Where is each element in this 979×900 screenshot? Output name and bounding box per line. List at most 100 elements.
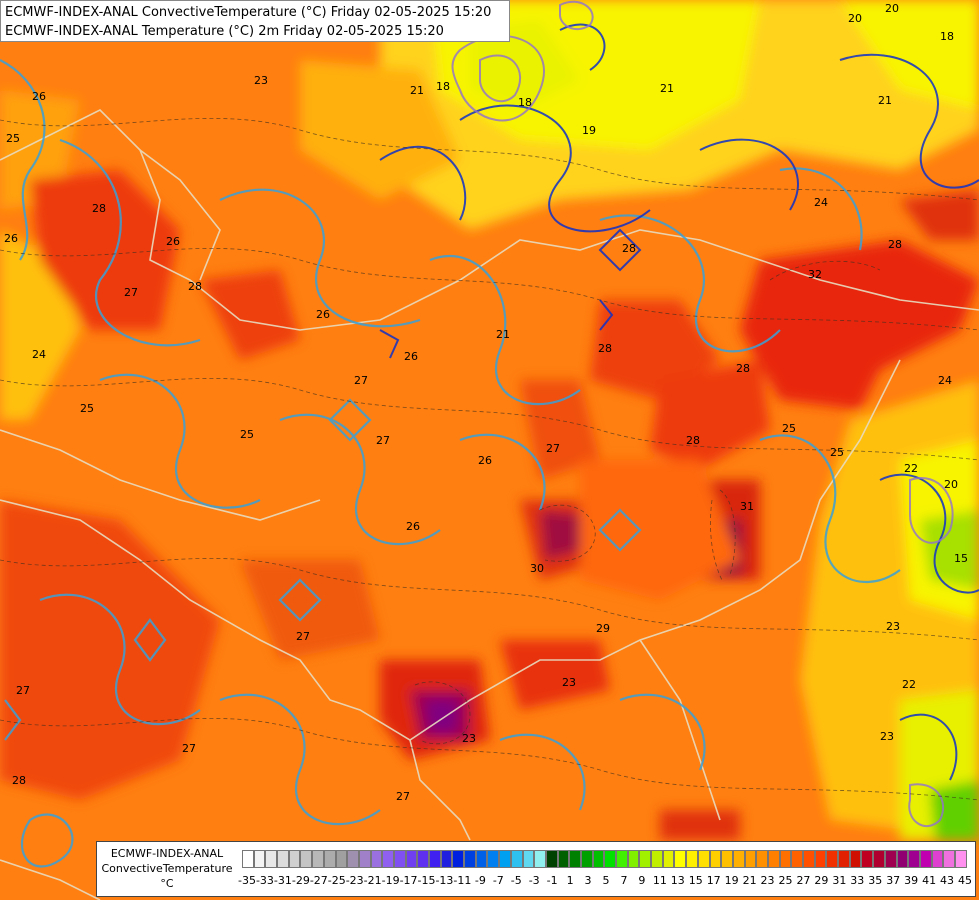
- legend-swatch: [849, 850, 862, 868]
- legend-swatch: [452, 850, 465, 868]
- legend-tick-label: -9: [474, 874, 486, 887]
- legend-swatch: [651, 850, 663, 868]
- contour-label: 28: [598, 342, 612, 355]
- contour-label: 26: [166, 235, 180, 248]
- contour-value-labels: 26 25 26 28 27 26 28 24 25 23 21 18 18 1…: [4, 2, 968, 803]
- legend-swatch: [814, 850, 827, 868]
- contour-label: 21: [410, 84, 424, 97]
- legend-swatch: [522, 850, 535, 868]
- contour-label: 23: [886, 620, 900, 633]
- contour-label: 30: [530, 562, 544, 575]
- legend-swatch: [779, 850, 792, 868]
- contour-label: 26: [32, 90, 46, 103]
- contour-label: 24: [814, 196, 828, 209]
- legend-tick-label: -5: [510, 874, 522, 887]
- contour-label: 27: [296, 630, 310, 643]
- legend-swatch: [627, 850, 640, 868]
- contour-label: 23: [562, 676, 576, 689]
- legend-tick-label: -3: [528, 874, 540, 887]
- legend-swatch: [323, 850, 336, 868]
- legend-swatch: [744, 850, 757, 868]
- contour-label: 25: [830, 446, 844, 459]
- contour-label: 27: [16, 684, 30, 697]
- legend-tick-label: 33: [850, 874, 865, 887]
- legend-swatch: [943, 850, 955, 868]
- legend-tick-label: 27: [796, 874, 811, 887]
- legend-tick-label: -21: [363, 874, 382, 887]
- legend-swatch: [873, 850, 885, 868]
- legend-swatch: [265, 850, 278, 868]
- legend-tick-label: -1: [546, 874, 558, 887]
- contour-label: 27: [354, 374, 368, 387]
- legend-label: ECMWF-INDEX-ANAL ConvectiveTemperature °…: [97, 842, 237, 898]
- contour-label: 26: [404, 350, 418, 363]
- legend-swatch: [896, 850, 909, 868]
- contour-label: 22: [904, 462, 918, 475]
- contour-label: 27: [376, 434, 390, 447]
- legend-swatch: [440, 850, 453, 868]
- contour-label: 25: [80, 402, 94, 415]
- legend-tick-label: 5: [602, 874, 610, 887]
- title-line-convective: ECMWF-INDEX-ANAL ConvectiveTemperature (…: [5, 5, 492, 20]
- contour-label: 24: [32, 348, 46, 361]
- legend-tick-label: 1: [566, 874, 574, 887]
- contour-label: 27: [182, 742, 196, 755]
- legend-swatch: [487, 850, 500, 868]
- contour-label: 25: [782, 422, 796, 435]
- contour-label: 18: [436, 80, 450, 93]
- legend-swatch: [242, 850, 254, 868]
- color-legend: ECMWF-INDEX-ANAL ConvectiveTemperature °…: [96, 841, 976, 897]
- legend-tick-label: 19: [724, 874, 739, 887]
- legend-swatch: [931, 850, 944, 868]
- legend-tick-label: 35: [868, 874, 883, 887]
- legend-swatch: [277, 850, 289, 868]
- legend-swatch: [662, 850, 675, 868]
- legend-tick-label: 29: [814, 874, 829, 887]
- legend-swatch: [312, 850, 324, 868]
- legend-swatch: [358, 850, 371, 868]
- legend-swatch: [686, 850, 698, 868]
- legend-tick-label: 43: [940, 874, 955, 887]
- contour-label: 20: [944, 478, 958, 491]
- legend-tick-label: 3: [584, 874, 592, 887]
- legend-swatch: [475, 850, 488, 868]
- legend-swatch: [616, 850, 628, 868]
- contour-label: 28: [12, 774, 26, 787]
- legend-swatch: [721, 850, 733, 868]
- legend-tick-label: -11: [453, 874, 472, 887]
- contour-label: 26: [316, 308, 330, 321]
- legend-swatch: [639, 850, 652, 868]
- legend-tick-label: -17: [399, 874, 418, 887]
- contour-label: 21: [878, 94, 892, 107]
- contour-label: 15: [954, 552, 968, 565]
- legend-tick-label: -15: [417, 874, 436, 887]
- legend-tick-label: 25: [778, 874, 793, 887]
- legend-swatch: [697, 850, 710, 868]
- contour-label: 27: [546, 442, 560, 455]
- legend-swatch: [674, 850, 687, 868]
- contour-label: 27: [396, 790, 410, 803]
- legend-swatch: [709, 850, 722, 868]
- legend-swatch: [288, 850, 301, 868]
- legend-tick-label: -25: [327, 874, 346, 887]
- isolines-blue: [379, 23, 979, 781]
- legend-swatch: [557, 850, 570, 868]
- legend-swatch: [335, 850, 348, 868]
- contour-label: 26: [4, 232, 18, 245]
- contour-label: 32: [808, 268, 822, 281]
- contour-label: 28: [736, 362, 750, 375]
- contour-label: 20: [848, 12, 862, 25]
- legend-tick-label: 23: [760, 874, 775, 887]
- contour-label: 28: [92, 202, 106, 215]
- legend-color-bar: [242, 850, 967, 868]
- legend-label-line: ConvectiveTemperature: [101, 862, 233, 875]
- legend-swatch: [499, 850, 511, 868]
- legend-swatch: [803, 850, 815, 868]
- legend-label-line: ECMWF-INDEX-ANAL: [110, 847, 224, 860]
- legend-swatch: [826, 850, 839, 868]
- legend-swatch: [253, 850, 266, 868]
- isolines-violet: [451, 0, 954, 827]
- temperature-fill-layer: [0, 0, 979, 840]
- contour-label: 21: [496, 328, 510, 341]
- contour-label: 23: [254, 74, 268, 87]
